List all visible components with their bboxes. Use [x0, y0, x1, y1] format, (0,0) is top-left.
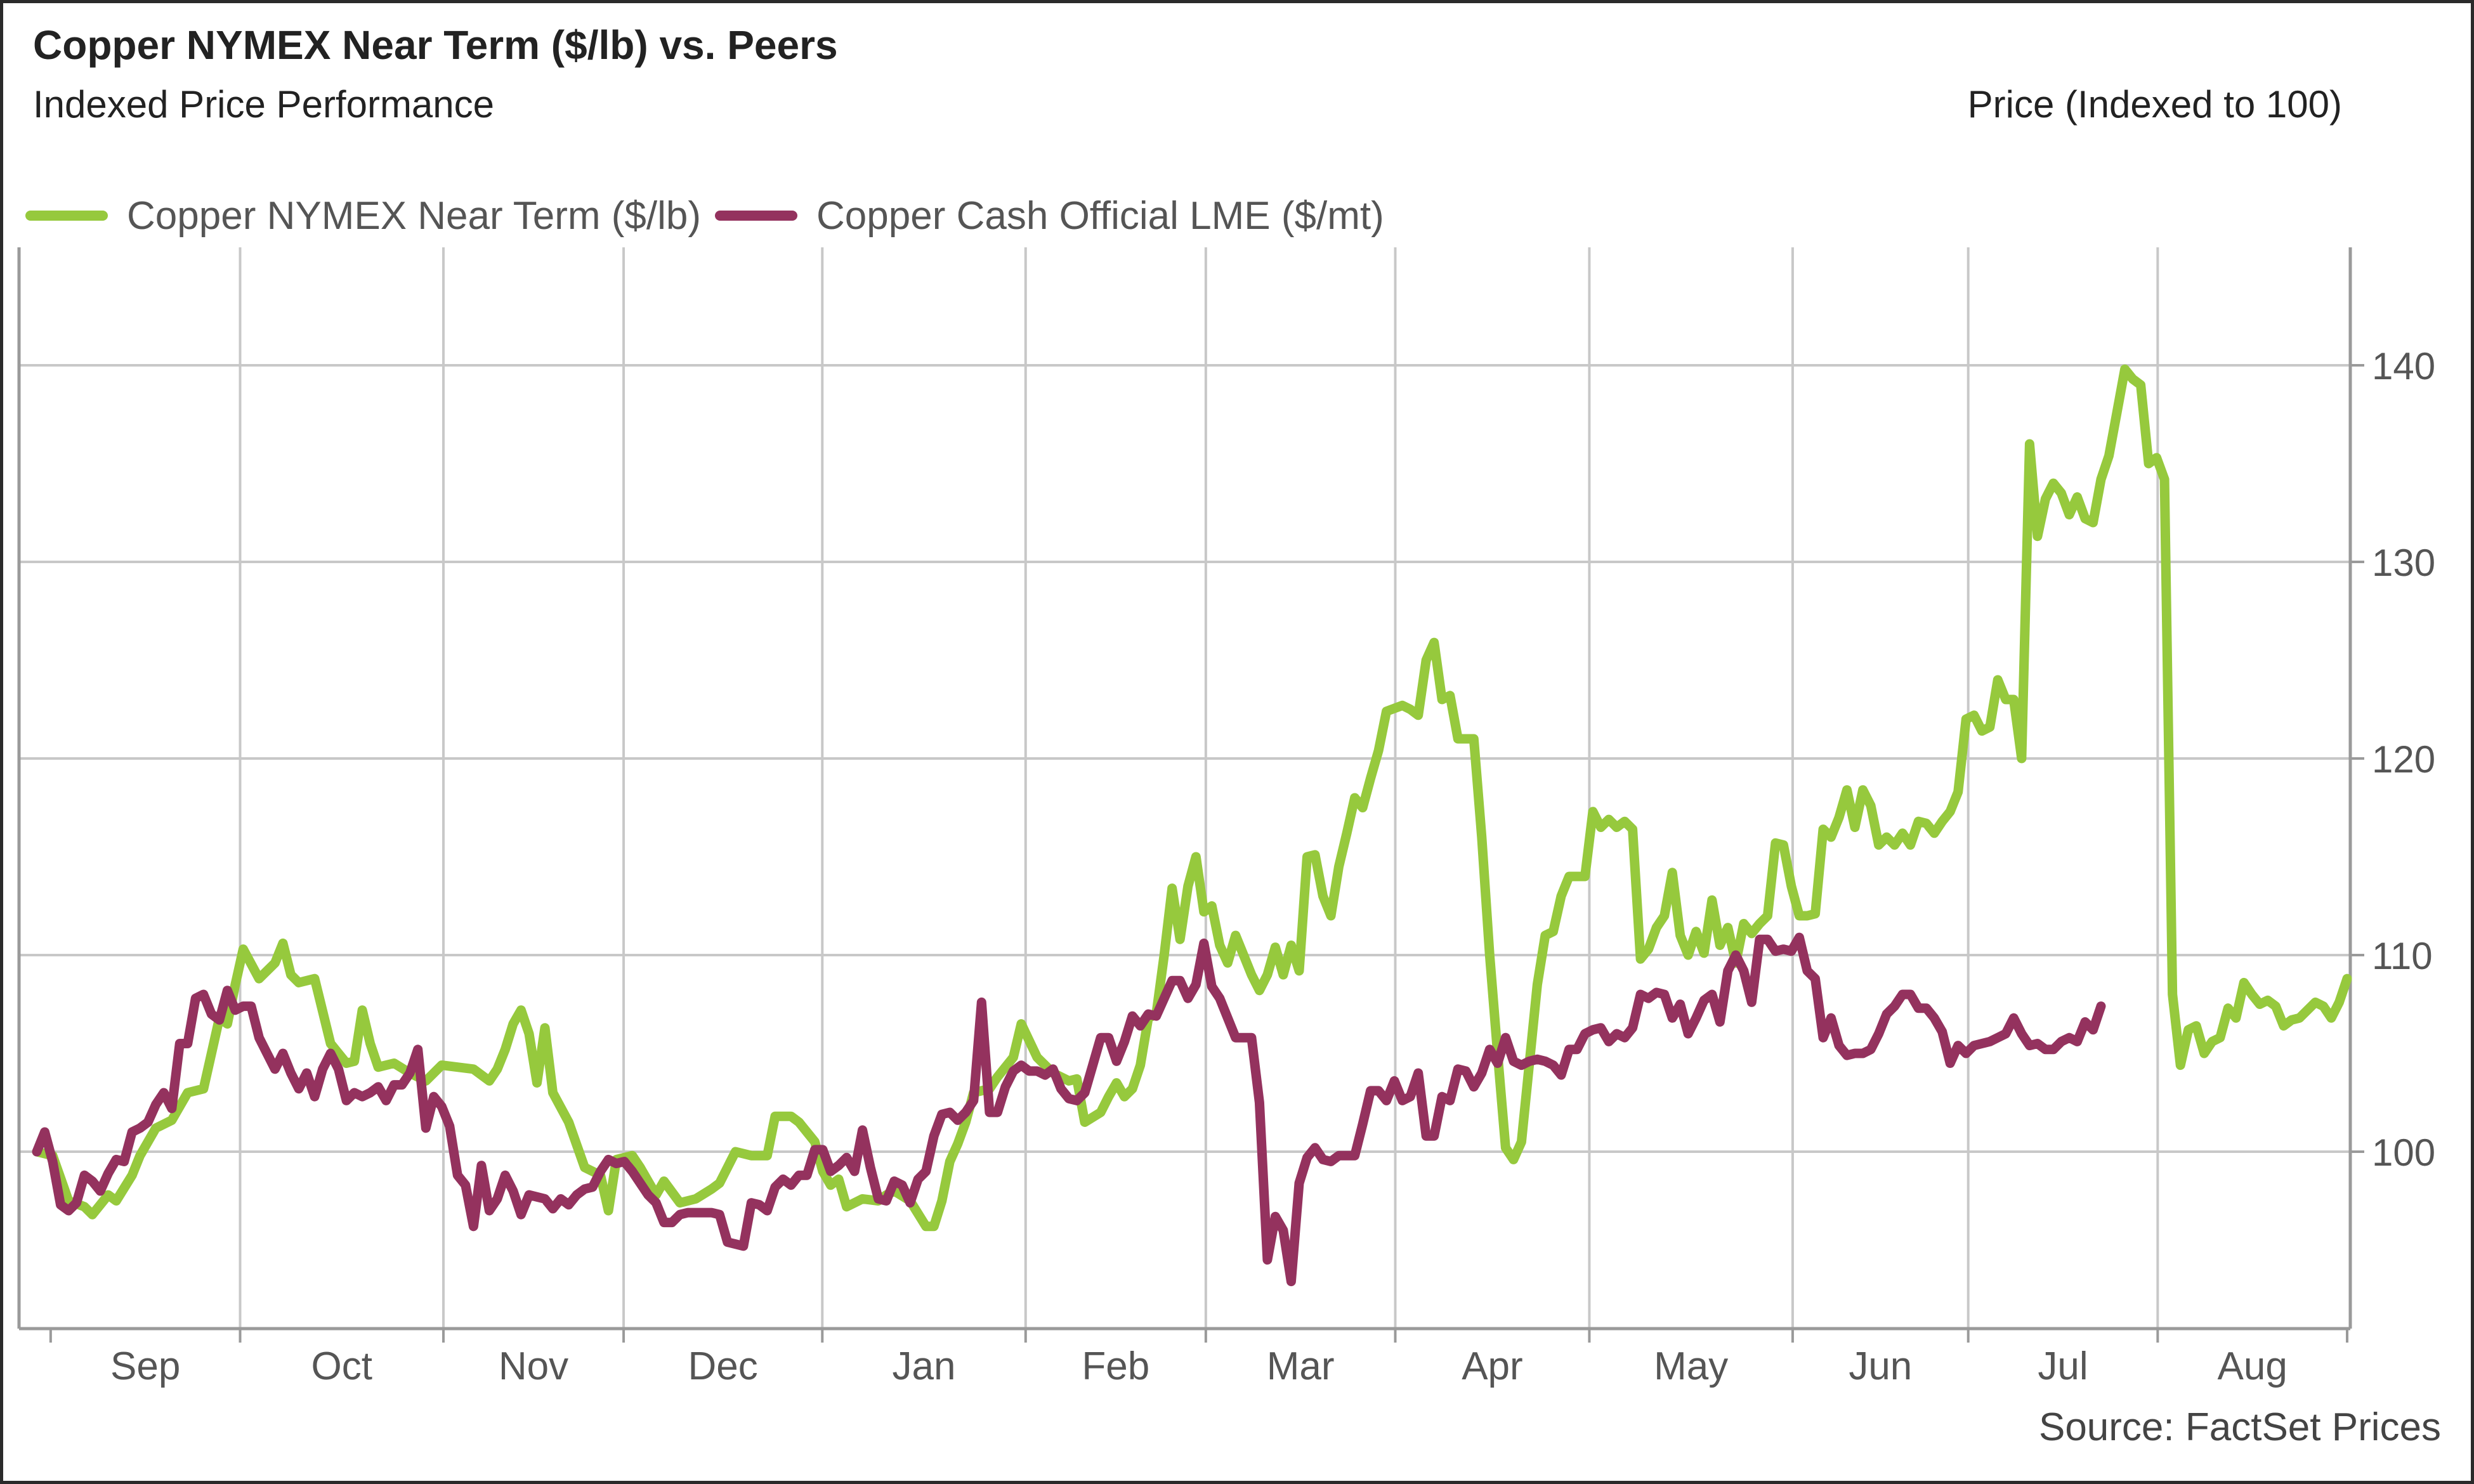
legend-label-lme: Copper Cash Official LME ($/mt)	[816, 193, 1384, 238]
xtick-label-apr: Apr	[1462, 1344, 1522, 1388]
xtick-label-sep: Sep	[110, 1344, 180, 1388]
xtick-label-may: May	[1654, 1344, 1728, 1388]
ytick-label-110: 110	[2372, 935, 2433, 977]
xtick-label-jul: Jul	[2038, 1344, 2088, 1388]
series-line-lme	[32, 932, 2106, 1287]
xtick-label-aug: Aug	[2218, 1344, 2287, 1388]
xtick-label-nov: Nov	[499, 1344, 568, 1388]
legend-item-nymex: Copper NYMEX Near Term ($/lb)	[25, 193, 701, 238]
ytick-label-130: 130	[2372, 542, 2435, 584]
xtick-label-jun: Jun	[1849, 1344, 1912, 1388]
legend-swatch-nymex	[25, 211, 108, 221]
series-line-nymex	[32, 364, 2352, 1232]
chart-title: Copper NYMEX Near Term ($/lb) vs. Peers	[33, 22, 838, 68]
xtick-label-oct: Oct	[311, 1344, 372, 1388]
xtick-label-dec: Dec	[688, 1344, 758, 1388]
ytick-label-100: 100	[2372, 1131, 2435, 1174]
chart-subtitle: Indexed Price Performance	[33, 83, 495, 126]
legend: Copper NYMEX Near Term ($/lb) Copper Cas…	[25, 193, 1398, 238]
y-axis-title: Price (Indexed to 100)	[1967, 83, 2342, 126]
legend-swatch-lme	[715, 211, 798, 221]
xtick-label-feb: Feb	[1082, 1344, 1149, 1388]
source-note: Source: FactSet Prices	[2038, 1405, 2441, 1449]
xtick-label-jan: Jan	[893, 1344, 956, 1388]
legend-label-nymex: Copper NYMEX Near Term ($/lb)	[127, 193, 702, 238]
legend-item-lme: Copper Cash Official LME ($/mt)	[715, 193, 1384, 238]
ytick-label-140: 140	[2372, 345, 2435, 387]
xtick-label-mar: Mar	[1267, 1344, 1335, 1388]
ytick-label-120: 120	[2372, 738, 2435, 781]
